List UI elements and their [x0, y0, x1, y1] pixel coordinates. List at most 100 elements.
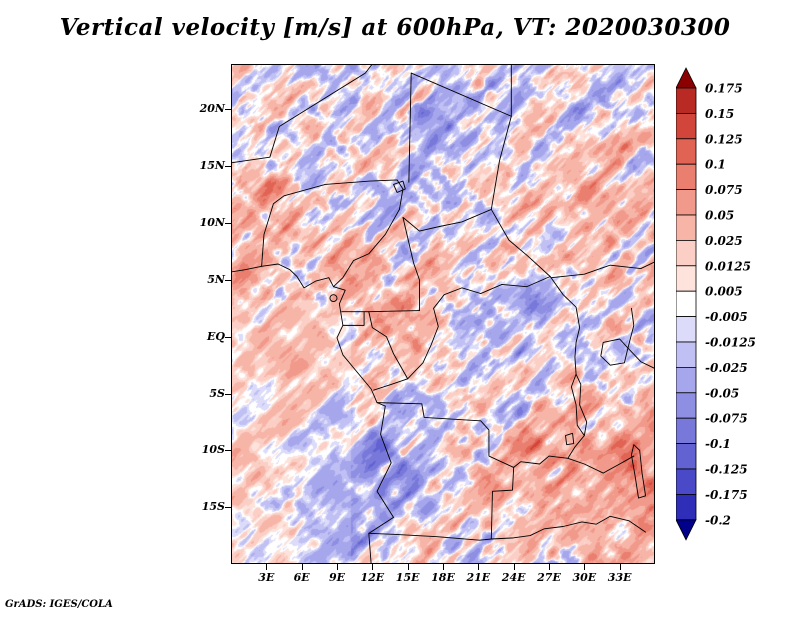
colorbar-label: -0.175 [705, 488, 748, 502]
colorbar-segment [676, 214, 697, 241]
colorbar-label: -0.0125 [705, 336, 756, 350]
colorbar-cap-top [676, 67, 697, 89]
lake-mweru [565, 433, 573, 444]
colorbar-label: -0.025 [705, 361, 748, 375]
colorbar-label: 0.025 [705, 234, 743, 248]
colorbar-label: -0.005 [705, 310, 748, 324]
lat-tick-label: 15S [201, 500, 225, 514]
lon-tick [478, 564, 480, 570]
border [333, 209, 399, 286]
border [514, 436, 585, 468]
lon-tick [407, 564, 409, 570]
lat-tick-label: 20N [199, 102, 225, 116]
border [491, 516, 645, 539]
lat-tick-label: 15N [199, 159, 225, 173]
lake-victoria [601, 339, 628, 365]
lon-tick-label: 18E [431, 571, 455, 584]
lat-tick [225, 109, 231, 111]
colorbar-label: 0.005 [705, 285, 743, 299]
lat-tick [225, 223, 231, 225]
lon-tick-label: 24E [501, 571, 526, 584]
border [377, 403, 514, 468]
lat-tick [225, 279, 231, 281]
lat-tick [225, 393, 231, 395]
colorbar-label: 0.075 [705, 183, 743, 197]
lat-tick [225, 507, 231, 509]
border [491, 209, 550, 276]
colorbar-segment [676, 366, 697, 394]
border [628, 348, 655, 368]
colorbar-label: -0.2 [705, 513, 731, 527]
border [491, 467, 513, 539]
lon-tick-label: 6E [293, 571, 310, 584]
credit-text: GrADS: IGES/COLA [5, 599, 113, 610]
lon-tick [443, 564, 444, 570]
colorbar-segment [676, 265, 697, 292]
lake-chad [394, 181, 406, 192]
lon-tick-label: 9E [328, 571, 346, 584]
bioko-island [330, 295, 337, 302]
border [369, 533, 491, 540]
border [434, 277, 551, 309]
border [374, 308, 439, 390]
colorbar-segment [676, 392, 697, 419]
lon-tick [337, 564, 338, 570]
border [262, 180, 403, 266]
lon-tick-label: 21E [466, 571, 491, 584]
lon-tick [301, 564, 303, 570]
border [551, 262, 655, 278]
lon-tick-label: 27E [537, 571, 561, 584]
colorbar-segment [676, 417, 697, 445]
border [411, 64, 511, 116]
colorbar-segment [676, 316, 697, 343]
lat-tick [225, 450, 231, 452]
lon-tick [584, 564, 586, 570]
colorbar: 0.175 0.15 0.125 0.1 0.075 0.05 0.025 0.0125 0.0… [676, 67, 756, 541]
colorbar-label: -0.125 [705, 463, 748, 477]
lat-tick-label: 10N [199, 216, 225, 230]
border [342, 311, 420, 312]
border [231, 64, 372, 163]
lat-tick [225, 166, 231, 168]
lake-tanganyika [571, 374, 586, 435]
colorbar-cap-bottom [676, 519, 697, 541]
colorbar-label: 0.0125 [705, 259, 751, 273]
lat-tick-label: 5N [207, 272, 225, 286]
colorbar-label: 0.1 [705, 158, 726, 172]
lon-tick-label: 12E [360, 571, 385, 584]
colorbar-segment [676, 189, 697, 216]
colorbar-label: 0.15 [705, 107, 734, 121]
colorbar-segment [676, 341, 697, 368]
border [369, 312, 408, 379]
colorbar-label: -0.05 [705, 386, 739, 400]
lon-tick-label: 3E [258, 571, 275, 584]
lat-tick-label: 10S [201, 443, 225, 457]
colorbar-segment [676, 163, 697, 190]
lon-tick-label: 33E [607, 571, 632, 584]
colorbar-segment [676, 239, 697, 267]
lon-tick [549, 564, 550, 570]
lat-tick-label: 5S [209, 386, 225, 400]
lat-tick [225, 336, 231, 338]
colorbar-segment [676, 113, 697, 140]
colorbar-label: 0.05 [705, 209, 734, 223]
colorbar-segment [676, 443, 697, 470]
colorbar-label: 0.175 [705, 82, 743, 96]
border [568, 456, 634, 473]
border [343, 312, 364, 326]
velocity-field-canvas [231, 64, 655, 564]
lake-malawi [631, 445, 645, 498]
colorbar-segment [676, 87, 697, 114]
coastline [231, 264, 394, 564]
colorbar-segment [676, 493, 697, 521]
colorbar-segment [676, 290, 697, 317]
border [628, 308, 634, 348]
colorbar-label: -0.075 [705, 412, 748, 426]
lon-tick [619, 564, 621, 570]
border [403, 209, 491, 231]
border [409, 73, 411, 182]
colorbar-segment [676, 468, 697, 495]
lat-tick-label: EQ [207, 329, 225, 343]
colorbar-label: -0.1 [705, 437, 731, 451]
